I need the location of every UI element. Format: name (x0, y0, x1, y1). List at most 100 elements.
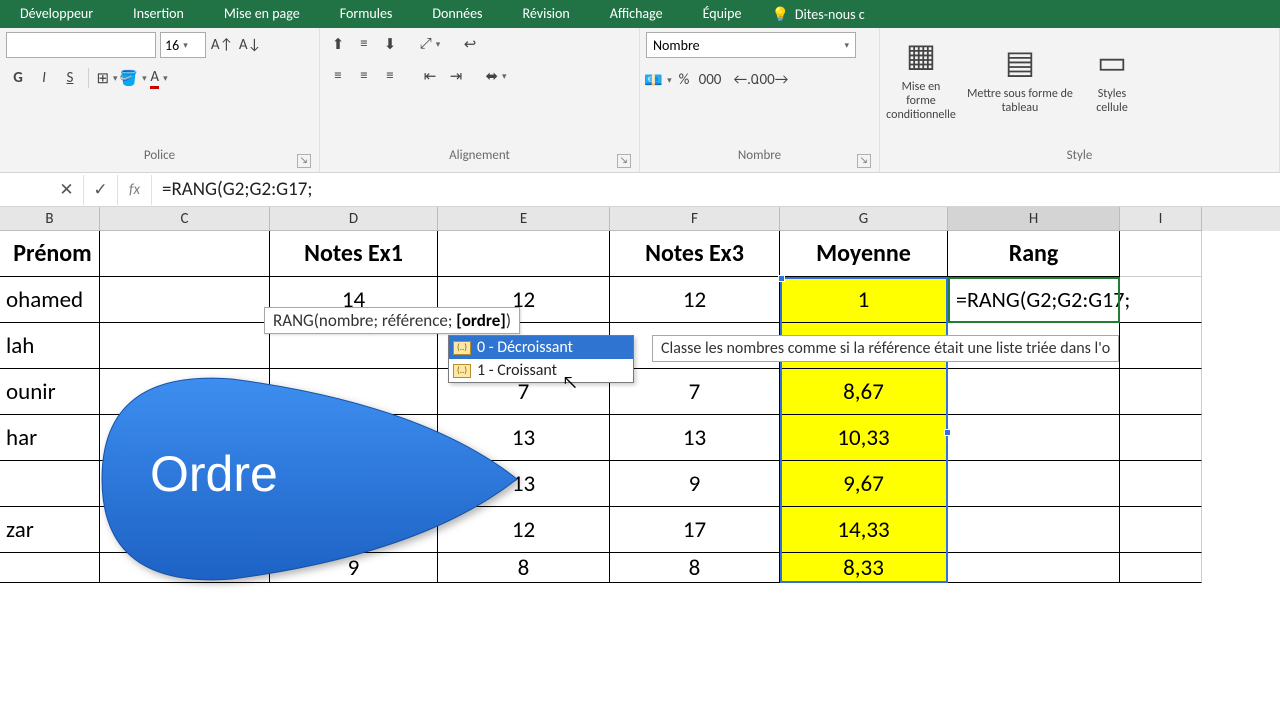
number-format-combo[interactable]: Nombre ▾ (646, 32, 856, 58)
wrap-text-button[interactable]: ↩ (458, 32, 482, 56)
col-header-D[interactable]: D (270, 207, 438, 231)
borders-button[interactable]: ⊞▾ (95, 66, 119, 90)
cell[interactable]: 9 (610, 461, 780, 507)
formula-input[interactable]: =RANG(G2;G2:G17; (152, 178, 1280, 201)
cell[interactable] (1120, 415, 1202, 461)
increase-decimal-button[interactable]: ←.0 (734, 68, 758, 92)
cell[interactable] (100, 277, 270, 323)
align-top-button[interactable]: ⬆ (326, 32, 350, 56)
col-header-I[interactable]: I (1120, 207, 1202, 231)
cell[interactable] (948, 553, 1120, 583)
chevron-down-icon: ▾ (844, 40, 849, 51)
header-c (100, 231, 270, 277)
col-header-G[interactable]: G (780, 207, 948, 231)
cell[interactable]: 12 (610, 277, 780, 323)
tab-data[interactable]: Données (412, 0, 502, 28)
font-dialog-launcher[interactable]: ↘ (297, 154, 311, 168)
cell-styles-icon: ▭ (1097, 44, 1127, 82)
tab-view[interactable]: Affichage (590, 0, 683, 28)
cell[interactable]: ounir (0, 369, 100, 415)
merge-button[interactable]: ⬌▾ (484, 64, 508, 88)
active-cell-editing[interactable]: =RANG(G2;G2:G17; (948, 277, 1202, 323)
align-bottom-button[interactable]: ⬇ (378, 32, 402, 56)
cell[interactable] (1120, 553, 1202, 583)
cell[interactable]: 13 (610, 415, 780, 461)
cell[interactable] (1120, 461, 1202, 507)
cell[interactable] (0, 461, 100, 507)
italic-button[interactable]: I (32, 66, 56, 90)
font-size-combo[interactable]: 16 ▾ (160, 32, 206, 58)
cell[interactable] (948, 507, 1120, 553)
cell[interactable]: lah (0, 323, 100, 369)
cell[interactable] (0, 553, 100, 583)
cell[interactable]: 1 (780, 277, 948, 323)
cell[interactable] (948, 415, 1120, 461)
bold-button[interactable]: G (6, 66, 30, 90)
conditional-formatting-button[interactable]: ▦ Mise en forme conditionnelle (886, 32, 956, 128)
increase-fontsize-button[interactable]: A↑ (210, 33, 234, 57)
cell[interactable]: 8,67 (780, 369, 948, 415)
autocomplete-description: Classe les nombres comme si la référence… (652, 335, 1119, 362)
fx-button[interactable]: fx (118, 175, 152, 205)
orientation-button[interactable]: ⤢▾ (418, 32, 442, 56)
align-left-button[interactable]: ≡ (326, 64, 350, 88)
tab-team[interactable]: Équipe (683, 0, 762, 28)
comma-button[interactable]: 000 (698, 68, 722, 92)
cell[interactable]: zar (0, 507, 100, 553)
cell[interactable]: 9,67 (780, 461, 948, 507)
cell[interactable]: 7 (610, 369, 780, 415)
col-header-E[interactable]: E (438, 207, 610, 231)
number-dialog-launcher[interactable]: ↘ (857, 154, 871, 168)
cell[interactable] (948, 461, 1120, 507)
increase-indent-button[interactable]: ⇥ (444, 64, 468, 88)
decrease-fontsize-button[interactable]: A↓ (238, 33, 262, 57)
range-handle (944, 429, 951, 436)
group-alignment: ⬆ ≡ ⬇ ⤢▾ ↩ ≡ ≡ ≡ ⇤ ⇥ ⬌▾ Alignement ↘ (320, 28, 640, 172)
range-handle (778, 275, 785, 282)
tab-formulas[interactable]: Formules (320, 0, 413, 28)
font-name-combo[interactable] (6, 32, 156, 58)
table-format-label: Mettre sous forme de tableau (961, 87, 1079, 116)
alignment-dialog-launcher[interactable]: ↘ (617, 154, 631, 168)
font-color-button[interactable]: A▾ (147, 66, 171, 90)
cancel-formula-button[interactable]: ✕ (50, 175, 84, 205)
tell-me[interactable]: 💡 Dites-nous c (761, 6, 864, 23)
cell[interactable]: 8,33 (780, 553, 948, 583)
cell[interactable] (1120, 369, 1202, 415)
lightbulb-icon: 💡 (771, 6, 788, 23)
col-header-H[interactable]: H (948, 207, 1120, 231)
underline-button[interactable]: S (58, 66, 82, 90)
decrease-decimal-button[interactable]: .00→ (760, 68, 784, 92)
col-header-C[interactable]: C (100, 207, 270, 231)
align-middle-button[interactable]: ≡ (352, 32, 376, 56)
percent-button[interactable]: % (672, 68, 696, 92)
col-header-F[interactable]: F (610, 207, 780, 231)
cell[interactable]: 10,33 (780, 415, 948, 461)
confirm-formula-button[interactable]: ✓ (84, 175, 118, 205)
cell[interactable] (1120, 507, 1202, 553)
cell[interactable] (1120, 323, 1202, 369)
cell[interactable]: ohamed (0, 277, 100, 323)
tab-layout[interactable]: Mise en page (204, 0, 320, 28)
header-prenom: Prénom (0, 231, 100, 277)
cell[interactable]: 17 (610, 507, 780, 553)
cell[interactable]: har (0, 415, 100, 461)
decrease-indent-button[interactable]: ⇤ (418, 64, 442, 88)
cell-styles-button[interactable]: ▭ Styles cellule (1084, 32, 1140, 128)
cell[interactable]: 8 (610, 553, 780, 583)
cell[interactable] (948, 369, 1120, 415)
header-moyenne: Moyenne (780, 231, 948, 277)
format-as-table-button[interactable]: ▤ Mettre sous forme de tableau (960, 32, 1080, 128)
tab-developer[interactable]: Développeur (0, 0, 113, 28)
fill-color-button[interactable]: 🪣▾ (121, 66, 145, 90)
currency-button[interactable]: 💶▾ (646, 68, 670, 92)
tab-insertion[interactable]: Insertion (113, 0, 204, 28)
align-right-button[interactable]: ≡ (378, 64, 402, 88)
grid[interactable]: Prénom Notes Ex1 Notes Ex3 Moyenne Rang … (0, 231, 1280, 583)
cell[interactable]: 14,33 (780, 507, 948, 553)
callout-label: Ordre (150, 445, 278, 503)
col-header-B[interactable]: B (0, 207, 100, 231)
tab-review[interactable]: Révision (503, 0, 590, 28)
align-center-button[interactable]: ≡ (352, 64, 376, 88)
group-label-font: Police ↘ (6, 146, 313, 172)
